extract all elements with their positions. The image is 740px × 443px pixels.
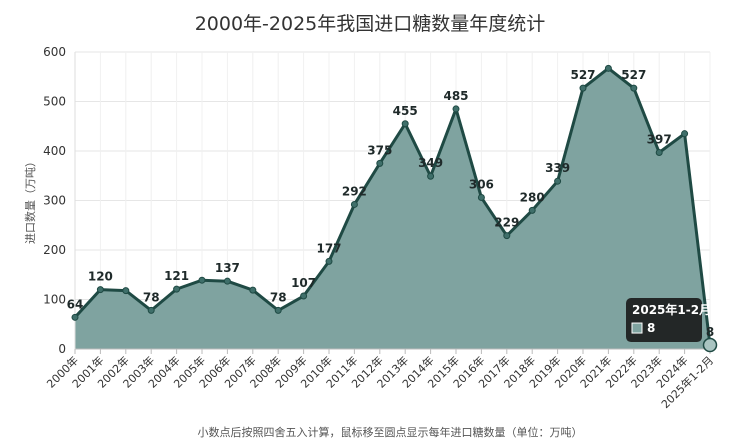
data-point[interactable] xyxy=(300,292,308,300)
data-label: 280 xyxy=(520,190,545,204)
data-labels: 64 120 78 121 137 78 107 177 292 375 455 349 485 306 2… xyxy=(67,68,715,339)
data-point[interactable] xyxy=(604,64,612,72)
y-tick-label: 600 xyxy=(43,45,66,59)
chart-title: 2000年-2025年我国进口糖数量年度统计 xyxy=(195,13,546,35)
data-point[interactable] xyxy=(376,159,384,167)
data-label: 375 xyxy=(367,143,392,157)
y-tick-label: 300 xyxy=(43,194,66,208)
data-point[interactable] xyxy=(274,306,282,314)
data-point[interactable] xyxy=(350,200,358,208)
tooltip-title: 2025年1-2月 xyxy=(632,302,711,317)
data-label: 8 xyxy=(706,325,714,339)
data-label: 78 xyxy=(270,290,287,304)
data-label: 527 xyxy=(621,68,646,82)
data-point[interactable] xyxy=(401,120,409,128)
data-points[interactable] xyxy=(71,64,718,353)
data-label: 78 xyxy=(143,290,160,304)
data-point[interactable] xyxy=(702,337,718,353)
data-point[interactable] xyxy=(198,276,206,284)
tooltip-box xyxy=(626,298,702,343)
chart-footnote: 小数点后按照四舍五入计算，鼠标移至圆点显示每年进口糖数量（单位：万吨） xyxy=(198,425,583,439)
data-point[interactable] xyxy=(147,306,155,314)
data-point[interactable] xyxy=(96,286,104,294)
data-label: 177 xyxy=(316,241,341,255)
data-point[interactable] xyxy=(249,286,257,294)
data-label: 306 xyxy=(469,178,494,192)
data-label: 64 xyxy=(67,297,84,311)
data-point[interactable] xyxy=(630,84,638,92)
tooltip-swatch xyxy=(631,322,643,334)
data-label: 397 xyxy=(647,132,672,146)
data-point[interactable] xyxy=(325,257,333,265)
area-series xyxy=(73,66,712,349)
y-axis-label: 进口数量（万吨） xyxy=(24,156,37,244)
data-label: 137 xyxy=(215,261,240,275)
data-label: 455 xyxy=(393,104,418,118)
data-point[interactable] xyxy=(655,148,663,156)
data-label: 120 xyxy=(88,270,113,284)
y-tick-label: 200 xyxy=(43,243,66,257)
y-tick-label: 0 xyxy=(58,342,66,356)
data-label: 292 xyxy=(342,184,367,198)
data-point[interactable] xyxy=(528,206,536,214)
data-label: 339 xyxy=(545,161,570,175)
data-point[interactable] xyxy=(223,277,231,285)
data-point[interactable] xyxy=(503,232,511,240)
data-label: 485 xyxy=(443,89,468,103)
data-point[interactable] xyxy=(681,130,689,138)
y-tick-label: 400 xyxy=(43,144,66,158)
data-point[interactable] xyxy=(554,177,562,185)
data-label: 229 xyxy=(494,216,519,230)
data-point[interactable] xyxy=(122,287,130,295)
data-point[interactable] xyxy=(477,194,485,202)
y-tick-label: 500 xyxy=(43,95,66,109)
data-point[interactable] xyxy=(579,84,587,92)
data-point[interactable] xyxy=(71,313,79,321)
data-label: 527 xyxy=(570,68,595,82)
y-tick-label: 100 xyxy=(43,293,66,307)
area-fill xyxy=(75,68,710,349)
tooltip: 2025年1-2月 8 xyxy=(626,298,711,343)
tooltip-value: 8 xyxy=(647,321,655,335)
data-point[interactable] xyxy=(452,105,460,113)
series-line xyxy=(73,66,712,346)
data-label: 107 xyxy=(291,276,316,290)
data-point[interactable] xyxy=(427,172,435,180)
data-label: 121 xyxy=(164,269,189,283)
data-label: 349 xyxy=(418,156,443,170)
data-point[interactable] xyxy=(173,285,181,293)
